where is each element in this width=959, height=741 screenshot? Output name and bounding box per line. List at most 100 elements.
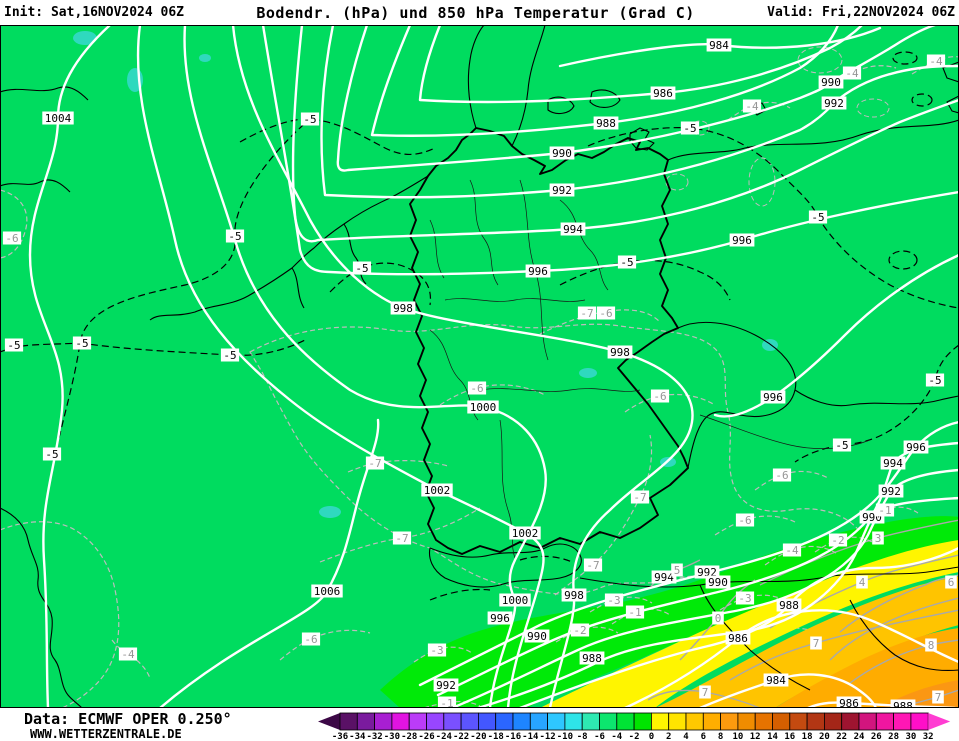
svg-text:1002: 1002 [424, 484, 451, 497]
colorbar-tick-label: -10 [557, 732, 573, 741]
border-italy-slovenia [699, 584, 811, 691]
colorbar-tick-label: 6 [701, 732, 706, 741]
isobar-label: 984 [706, 38, 732, 52]
colorbar-tick-label: 22 [836, 732, 847, 741]
colorbar-cell [858, 712, 877, 731]
colorbar-tick-label: 30 [905, 732, 916, 741]
map-area: 1004 984 986 988 990 992 990 992 994 996 996 998 998… [0, 25, 959, 708]
isobar-990 [336, 25, 937, 172]
temp-label-black: -5 [680, 121, 700, 135]
temp-label-black: -5 [925, 373, 945, 387]
temp-label-gray: -2 [570, 623, 590, 637]
contour-labels: 1004984986988990992990992994996996998998… [2, 38, 957, 708]
weather-chart-svg: 1004984986988990992990992994996996998998… [0, 25, 959, 708]
isobar-label: 984 [763, 673, 789, 687]
colorbar-tick-label: 20 [819, 732, 830, 741]
coast-brittany [0, 179, 71, 193]
svg-text:-6: -6 [304, 633, 317, 646]
temp-label-black: -5 [808, 210, 828, 224]
temp-label-gray: 7 [932, 690, 944, 704]
svg-text:990: 990 [527, 630, 547, 643]
svg-text:-6: -6 [653, 390, 666, 403]
colorbar-tick-label: 14 [767, 732, 778, 741]
temp-label-black: -5 [4, 338, 24, 352]
island-fyn [547, 96, 575, 115]
data-source-label: Data: ECMWF OPER 0.250° [24, 710, 232, 728]
isotherm-minus5-black-dashed [0, 51, 959, 601]
colorbar-cell [356, 712, 375, 731]
map-footer: Data: ECMWF OPER 0.250° WWW.WETTERZENTRA… [0, 708, 959, 741]
fill-gold-band [655, 576, 959, 708]
svg-text:-5: -5 [928, 374, 941, 387]
svg-text:-2: -2 [573, 624, 586, 637]
temp-label-black: -5 [832, 438, 852, 452]
svg-text:-2: -2 [831, 534, 844, 547]
isobar-label: 1004 [42, 111, 74, 125]
colorbar-cell [875, 712, 894, 731]
svg-text:998: 998 [564, 589, 584, 602]
temp-label-gray: 8 [925, 638, 937, 652]
colorbar-tick-label: -30 [384, 732, 400, 741]
colorbar-tick-label: 16 [784, 732, 795, 741]
temp-label-black: -5 [225, 229, 245, 243]
colorbar-tick-label: -4 [611, 732, 622, 741]
isobar-998 [231, 25, 694, 708]
temp-label-gray: -2 [828, 533, 848, 547]
colorbar-cell [772, 712, 791, 731]
temp-label-gray: -6 [735, 513, 755, 527]
temp-label-gray: -7 [630, 490, 650, 504]
svg-text:-6: -6 [738, 514, 751, 527]
svg-text:988: 988 [596, 117, 616, 130]
colorbar-cell [754, 712, 773, 731]
isobar-label: 986 [836, 696, 862, 708]
colorbar-tick-label: 0 [649, 732, 654, 741]
svg-text:996: 996 [732, 234, 752, 247]
isobar-label: 996 [903, 440, 929, 454]
colorbar-tick-label: 18 [802, 732, 813, 741]
svg-text:990: 990 [821, 76, 841, 89]
temp-label-gray: 7 [810, 636, 822, 650]
map-title: Bodendr. (hPa) und 850 hPa Temperatur (G… [256, 3, 695, 22]
colorbar-right-arrow [928, 713, 951, 730]
svg-text:-5: -5 [75, 337, 88, 350]
svg-text:-5: -5 [835, 439, 848, 452]
colorbar-tick-label: 10 [732, 732, 743, 741]
isobar-label: 1002 [509, 526, 541, 540]
isobar-label: 986 [725, 631, 751, 645]
fill-bright-green-ne [665, 173, 689, 191]
temp-label-gray: -7 [577, 306, 597, 320]
temp-label-gray: -4 [782, 543, 802, 557]
colorbar-cell [616, 712, 635, 731]
svg-text:-6: -6 [599, 307, 612, 320]
svg-text:988: 988 [779, 599, 799, 612]
svg-text:996: 996 [528, 265, 548, 278]
temp-label-black: -5 [617, 255, 637, 269]
svg-text:998: 998 [393, 302, 413, 315]
isobar-label: 988 [593, 116, 619, 130]
colorbar-tick-label: 2 [666, 732, 671, 741]
temp-label-gray: -6 [2, 231, 22, 245]
colorbar-cell [374, 712, 393, 731]
colorbar-cell [893, 712, 912, 731]
svg-text:-5: -5 [223, 349, 236, 362]
svg-text:1002: 1002 [512, 527, 539, 540]
temp-label-gray: -4 [742, 99, 762, 113]
isobar-label: 992 [433, 678, 459, 692]
svg-text:-6: -6 [470, 382, 483, 395]
temp-label-gray: -6 [301, 632, 321, 646]
colorbar-tick-label: -34 [349, 732, 366, 741]
isobar-label: 1000 [467, 400, 499, 414]
isobar-label: 988 [776, 598, 802, 612]
colorbar-cell [685, 712, 704, 731]
colorbar-tick-label: -28 [401, 732, 417, 741]
svg-text:988: 988 [893, 700, 913, 708]
svg-text:998: 998 [610, 346, 630, 359]
temp-label-black: -5 [220, 348, 240, 362]
temp-label-gray: -7 [365, 456, 385, 470]
colorbar-tick-label: 28 [888, 732, 899, 741]
colorbar-cell [460, 712, 479, 731]
svg-text:7: 7 [935, 691, 942, 704]
fill-teal-left-lobe [0, 189, 28, 259]
coast-channel [0, 86, 89, 101]
svg-text:992: 992 [552, 184, 572, 197]
